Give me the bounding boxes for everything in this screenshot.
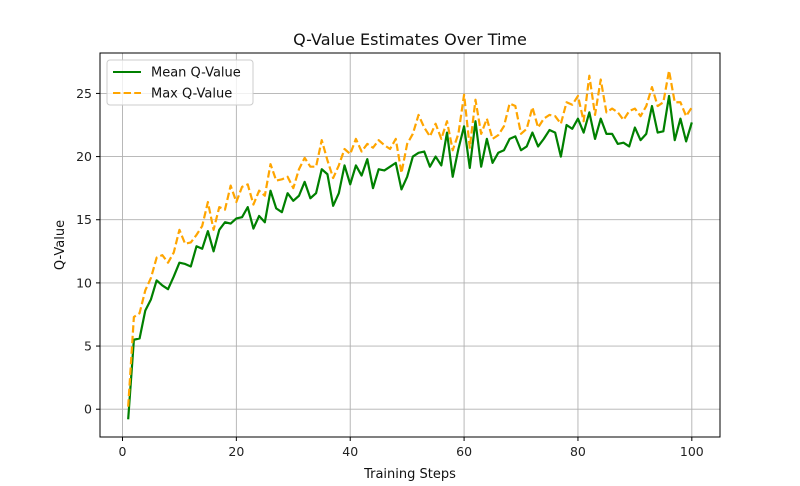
y-tick-label: 20 [76,149,92,164]
y-tick-label: 25 [76,86,92,101]
y-axis-label: Q-Value [53,220,68,270]
chart-title: Q-Value Estimates Over Time [293,30,527,49]
legend: Mean Q-Value Max Q-Value [106,59,254,106]
y-tick-label: 15 [76,212,92,227]
legend-box [106,59,254,106]
x-axis-label: Training Steps [363,467,456,482]
x-tick-label: 100 [680,444,704,459]
series-line-max-q-value [127,69,693,407]
y-tick-label: 5 [84,339,92,354]
x-tick-label: 0 [119,444,127,459]
plot-frame [99,52,721,438]
y-tick-label: 10 [76,275,92,290]
legend-label-mean-q-value: Mean Q-Value [151,66,241,81]
x-tick-label: 20 [228,444,244,459]
y-tick-label: 0 [84,402,92,417]
legend-label-max-q-value: Max Q-Value [151,87,232,102]
axis-ticks: 0 20 40 60 80 100 0 5 10 15 20 25 [76,86,704,459]
x-tick-label: 80 [570,444,586,459]
series-lines [127,69,693,420]
series-line-mean-q-value [127,94,693,420]
grid [100,53,720,437]
x-tick-label: 60 [456,444,472,459]
x-tick-label: 40 [342,444,358,459]
